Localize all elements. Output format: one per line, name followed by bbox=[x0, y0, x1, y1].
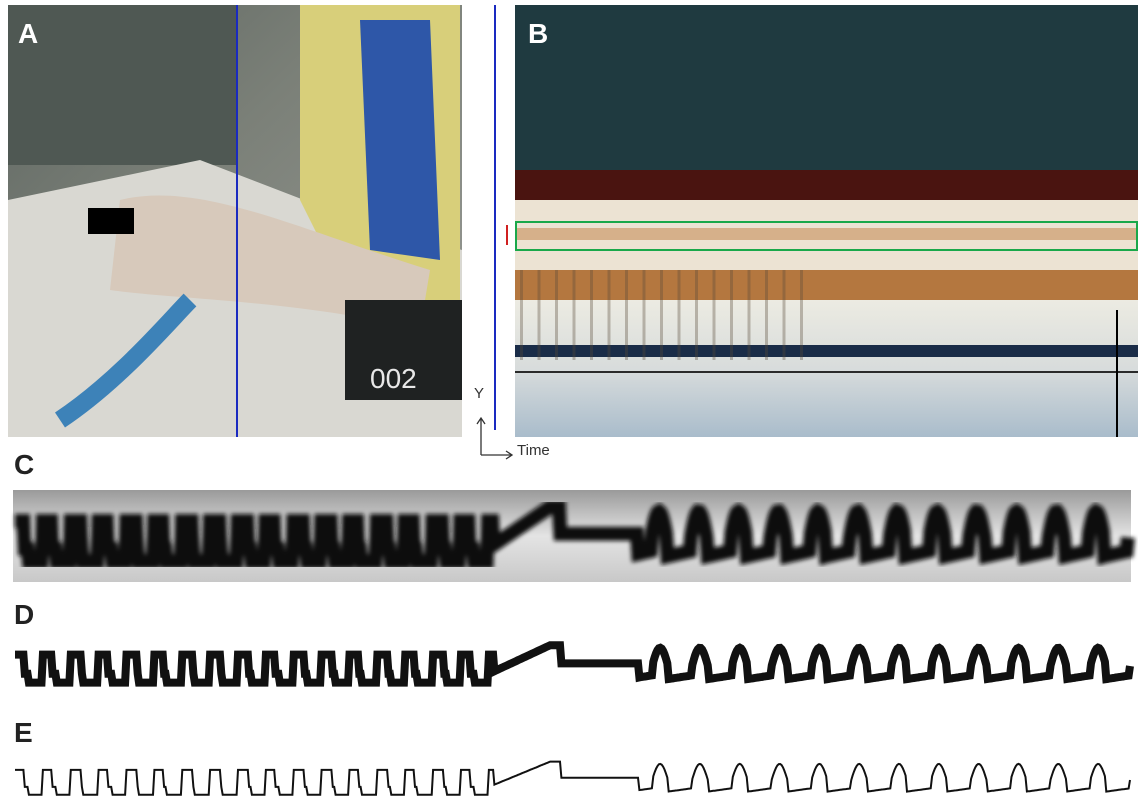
stripe bbox=[783, 270, 786, 360]
y-axis-label: Y bbox=[474, 385, 484, 402]
panel-label: C bbox=[14, 449, 34, 480]
panel-label: B bbox=[528, 18, 548, 49]
panel-label: A bbox=[18, 18, 38, 49]
privacy-box bbox=[88, 208, 134, 234]
stripe bbox=[608, 270, 611, 360]
panel-label: D bbox=[14, 599, 34, 630]
stripe bbox=[590, 270, 593, 360]
figure: 002 A Y Time B C D E bbox=[0, 0, 1138, 807]
band-tan bbox=[515, 228, 1138, 240]
stripe bbox=[555, 270, 558, 360]
apron bbox=[360, 20, 440, 260]
band-background bbox=[515, 5, 1138, 172]
curtain bbox=[8, 5, 238, 165]
stripe bbox=[748, 270, 751, 360]
stripe bbox=[713, 270, 716, 360]
stripe bbox=[573, 270, 576, 360]
band-dark-red bbox=[515, 170, 1138, 200]
stripe bbox=[660, 270, 663, 360]
video-counter: 002 bbox=[370, 363, 417, 394]
stripe bbox=[695, 270, 698, 360]
signal-e bbox=[15, 762, 1130, 795]
stripe bbox=[643, 270, 646, 360]
stripe bbox=[520, 270, 523, 360]
stripe bbox=[765, 270, 768, 360]
stripe bbox=[625, 270, 628, 360]
x-axis-label: Time bbox=[517, 442, 550, 459]
panel-a: 002 A bbox=[8, 5, 462, 437]
stripe bbox=[678, 270, 681, 360]
stripe bbox=[730, 270, 733, 360]
signal-d bbox=[15, 645, 1130, 682]
panel-label: E bbox=[14, 717, 33, 748]
panel-b: B bbox=[507, 5, 1138, 437]
stripe bbox=[800, 270, 803, 360]
stripe bbox=[538, 270, 541, 360]
